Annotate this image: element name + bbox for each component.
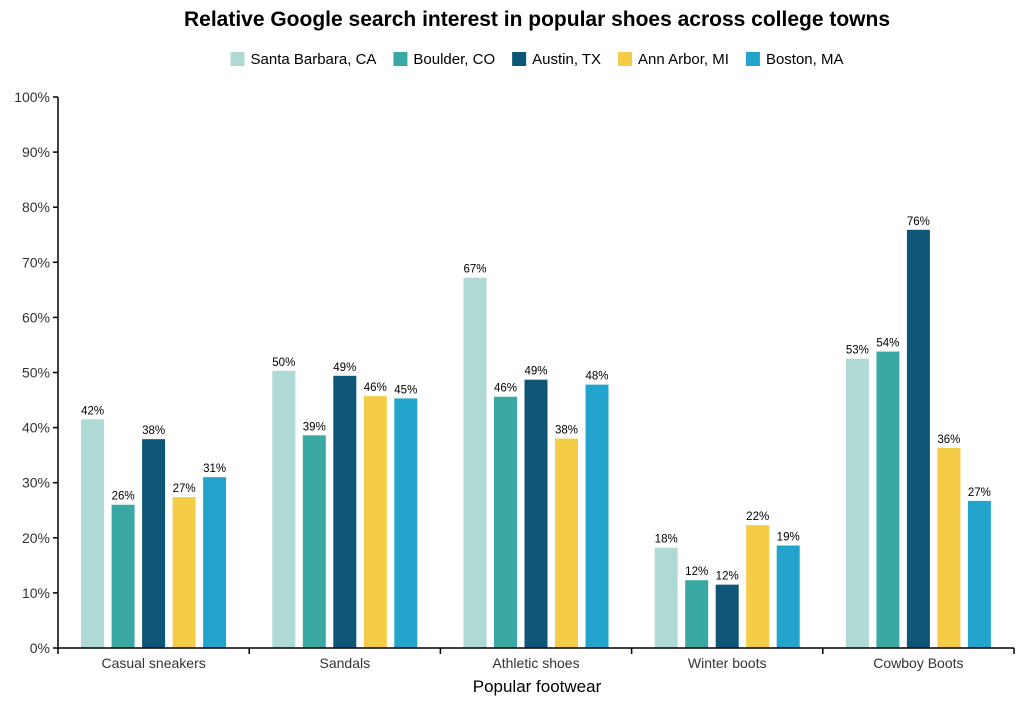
data-label: 27%: [173, 483, 196, 495]
data-label: 49%: [524, 366, 547, 378]
x-tick-label: Casual sneakers: [101, 655, 205, 671]
legend-label: Ann Arbor, MI: [638, 51, 729, 68]
x-axis-label: Popular footwear: [473, 677, 602, 696]
legend-label: Boston, MA: [766, 51, 844, 68]
legend-item: Boston, MA: [745, 51, 844, 68]
legend-label: Austin, TX: [532, 51, 601, 68]
legend-swatch: [618, 52, 633, 66]
legend-item: Santa Barbara, CA: [230, 51, 377, 68]
data-label: 36%: [937, 434, 960, 446]
data-label: 22%: [746, 511, 769, 523]
data-label: 12%: [716, 571, 739, 583]
bar: [937, 447, 961, 648]
bars: 42% 50% 67% 18% 53% 26% 39% 46% 12% 54% 38% 49% 49% 1…: [81, 216, 991, 648]
bar: [685, 580, 709, 648]
data-label: 18%: [655, 534, 678, 546]
bar: [333, 375, 357, 648]
bar: [906, 229, 930, 648]
data-label: 54%: [876, 338, 899, 350]
bar: [172, 497, 196, 648]
y-tick-label: 0%: [30, 640, 50, 656]
legend-swatch: [230, 52, 245, 66]
legend-label: Boulder, CO: [413, 51, 495, 68]
data-label: 31%: [203, 463, 226, 475]
data-label: 46%: [364, 382, 387, 394]
legend-item: Ann Arbor, MI: [618, 51, 729, 68]
data-label: 19%: [777, 532, 800, 544]
bar: [394, 398, 418, 648]
bar: [302, 435, 326, 648]
bar: [111, 504, 135, 648]
data-label: 46%: [494, 383, 517, 395]
legend-swatch: [512, 52, 527, 66]
bar: [555, 438, 578, 648]
legend-swatch: [393, 52, 408, 66]
data-label: 42%: [81, 405, 104, 417]
y-tick-label: 40%: [22, 420, 50, 436]
x-tick-label: Cowboy Boots: [873, 655, 963, 671]
data-label: 26%: [112, 491, 135, 503]
x-tick-label: Sandals: [320, 655, 371, 671]
y-tick-label: 30%: [22, 475, 50, 491]
bar: [363, 396, 387, 648]
y-tick-label: 90%: [22, 144, 50, 160]
x-tick-label: Athletic shoes: [492, 655, 579, 671]
data-label: 45%: [394, 384, 417, 396]
data-label: 38%: [555, 425, 578, 437]
y-axis: 0% 10% 20% 30% 40% 50% 60% 70% 80% 90% 100%: [14, 89, 59, 656]
bar: [142, 439, 166, 648]
x-axis: Casual sneakers Sandals Athletic shoes Wint…: [57, 647, 1015, 671]
y-tick-label: 20%: [22, 530, 50, 546]
y-tick-label: 10%: [22, 585, 50, 601]
legend-label: Santa Barbara, CA: [251, 51, 377, 68]
y-tick-label: 80%: [22, 199, 50, 215]
data-label: 38%: [142, 425, 165, 437]
data-label: 67%: [463, 264, 486, 276]
y-tick-label: 50%: [22, 365, 50, 381]
bar: [967, 500, 991, 648]
y-tick-label: 70%: [22, 254, 50, 270]
bar: [81, 419, 105, 648]
data-label: 12%: [685, 566, 708, 578]
bar: [494, 396, 517, 648]
chart-title: Relative Google search interest in popul…: [184, 8, 890, 31]
bar: [524, 379, 548, 648]
data-label: 39%: [303, 421, 326, 433]
data-label: 49%: [333, 362, 356, 374]
bar: [776, 545, 800, 648]
data-label: 48%: [585, 371, 608, 383]
bar: [585, 384, 609, 648]
data-label: 27%: [968, 487, 991, 499]
bar: [463, 277, 487, 648]
bar: [746, 525, 770, 648]
legend-item: Boulder, CO: [393, 51, 495, 68]
data-label: 50%: [272, 357, 295, 369]
data-label: 76%: [907, 216, 930, 228]
legend: Santa Barbara, CA Boulder, CO Austin, TX An…: [230, 51, 844, 68]
y-tick-label: 100%: [14, 89, 50, 105]
x-tick-label: Winter boots: [688, 655, 767, 671]
y-tick-label: 60%: [22, 309, 50, 325]
data-label: 53%: [846, 345, 869, 357]
bar: [203, 477, 227, 648]
legend-item: Austin, TX: [512, 51, 601, 68]
bar: [272, 370, 296, 648]
bar: [876, 351, 900, 648]
bar: [715, 584, 739, 648]
bar: [654, 547, 678, 648]
bar: [845, 358, 869, 648]
legend-swatch: [745, 52, 760, 66]
